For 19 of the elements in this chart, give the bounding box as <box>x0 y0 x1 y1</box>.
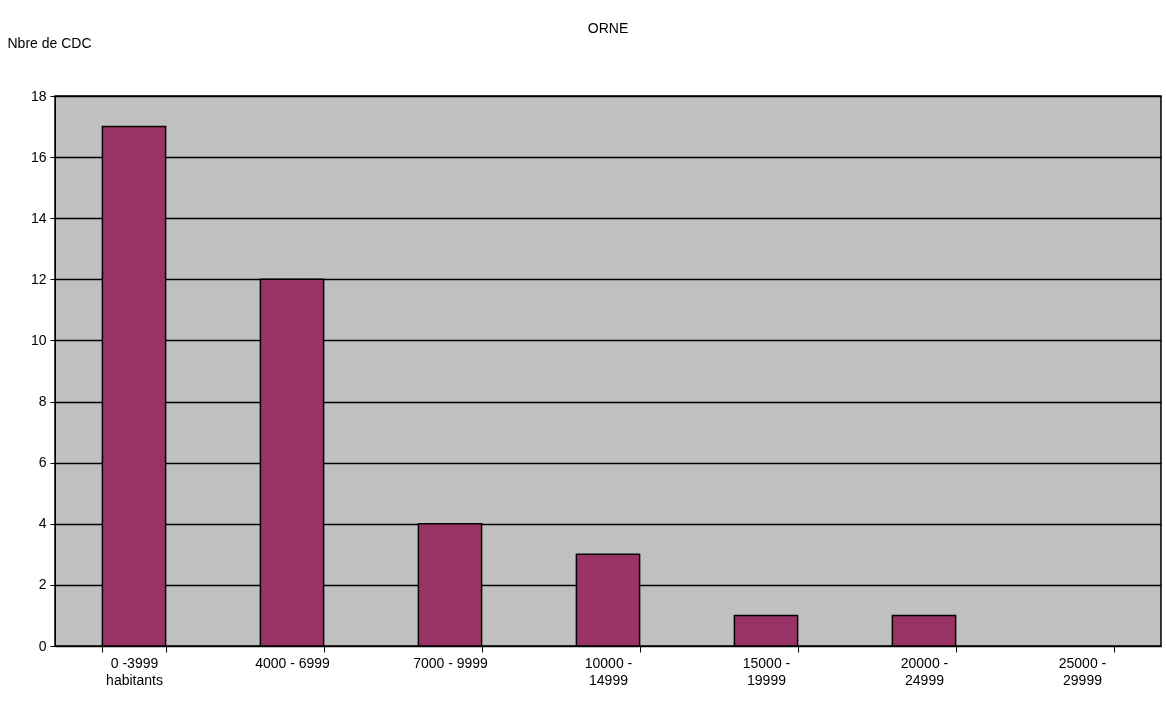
y-tick-label: 18 <box>30 87 47 104</box>
x-tick-label: 0 -3999 habitants <box>106 654 163 688</box>
x-tick-label: 7000 - 9999 <box>413 654 489 671</box>
y-tick-label: 0 <box>38 637 47 654</box>
y-tick-label: 16 <box>30 148 47 165</box>
y-tick-label: 14 <box>30 209 47 226</box>
x-tick-label: 4000 - 6999 <box>255 654 331 671</box>
y-tick-label: 10 <box>30 331 47 348</box>
x-tick-label: 20000 - 24999 <box>900 654 949 688</box>
x-tick-label: 10000 - 14999 <box>584 654 633 688</box>
y-tick-label: 6 <box>38 454 47 471</box>
y-tick-label: 8 <box>38 393 47 410</box>
y-tick-label: 12 <box>30 270 47 287</box>
y-tick-label: 4 <box>38 515 47 532</box>
x-tick-label: 25000 - 29999 <box>1058 654 1107 688</box>
chart-title: ORNE <box>586 20 630 36</box>
y-axis-title: Nbre de CDC <box>7 34 92 51</box>
y-tick-label: 2 <box>38 576 47 593</box>
x-tick-label: 15000 - 19999 <box>742 654 791 688</box>
